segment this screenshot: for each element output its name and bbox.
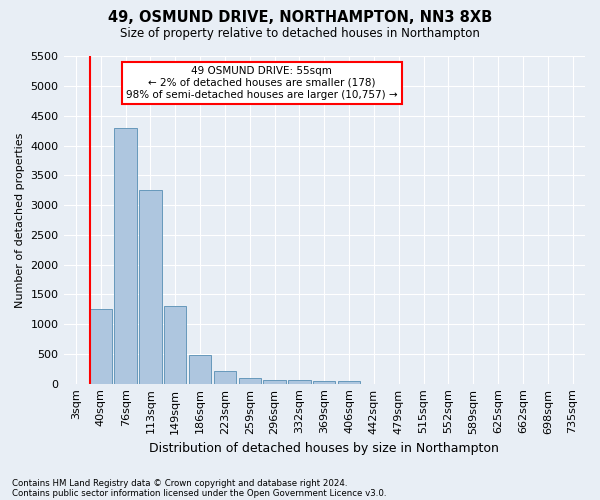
Bar (239, 378, 261, 384)
Text: Contains HM Land Registry data © Crown copyright and database right 2024.: Contains HM Land Registry data © Crown c… (12, 478, 347, 488)
Bar (139, 190, 161, 384)
Text: 49, OSMUND DRIVE, NORTHAMPTON, NN3 8XB: 49, OSMUND DRIVE, NORTHAMPTON, NN3 8XB (108, 10, 492, 25)
Bar (189, 355, 211, 384)
Y-axis label: Number of detached properties: Number of detached properties (15, 132, 25, 308)
Text: Contains public sector information licensed under the Open Government Licence v3: Contains public sector information licen… (12, 488, 386, 498)
Bar (313, 380, 335, 384)
Text: 49 OSMUND DRIVE: 55sqm
← 2% of detached houses are smaller (178)
98% of semi-det: 49 OSMUND DRIVE: 55sqm ← 2% of detached … (126, 66, 398, 100)
Bar (89, 310, 112, 384)
X-axis label: Distribution of detached houses by size in Northampton: Distribution of detached houses by size … (149, 442, 499, 455)
Bar (338, 382, 360, 384)
Bar (115, 128, 137, 384)
Bar (288, 380, 311, 384)
Bar (214, 371, 236, 384)
Text: Size of property relative to detached houses in Northampton: Size of property relative to detached ho… (120, 28, 480, 40)
Bar (164, 306, 187, 384)
Bar (263, 380, 286, 384)
